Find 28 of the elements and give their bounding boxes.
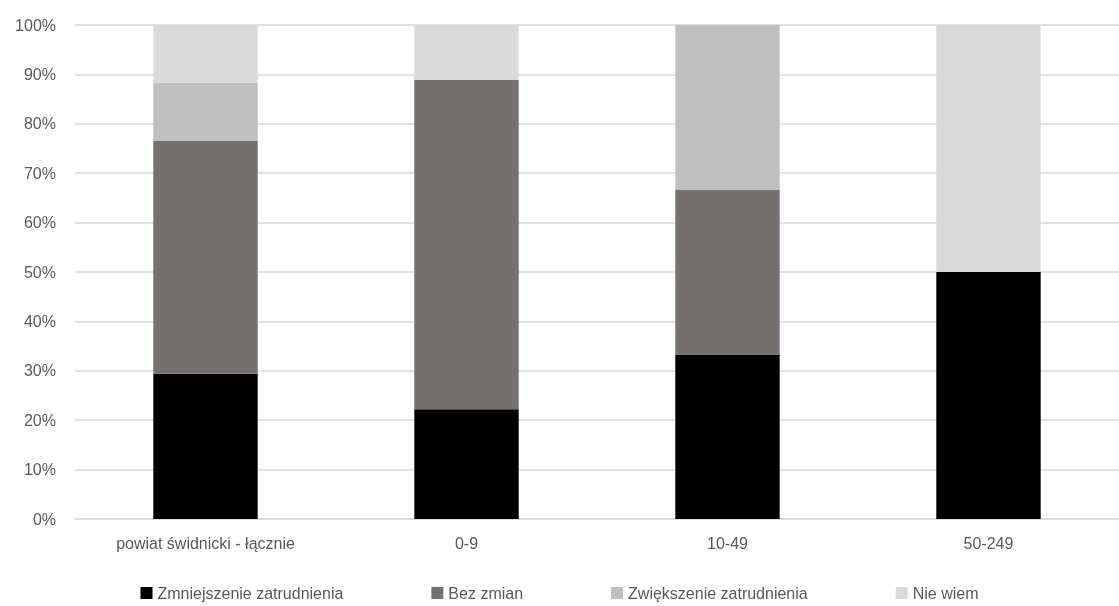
- x-tick-label: powiat świdnicki - łącznie: [116, 534, 295, 552]
- y-tick-label: 50%: [23, 263, 56, 281]
- y-tick-label: 40%: [23, 312, 56, 330]
- x-tick-label: 0-9: [454, 534, 479, 552]
- bar: [153, 141, 258, 374]
- bar: [675, 354, 780, 519]
- legend-label: Bez zmian: [448, 584, 524, 602]
- y-tick-label: 80%: [23, 115, 56, 133]
- y-tick-label: 20%: [23, 411, 56, 429]
- x-tick-label: 50-249: [963, 534, 1014, 552]
- y-tick-label: 60%: [23, 214, 56, 232]
- bar: [936, 272, 1041, 519]
- bar: [675, 25, 780, 190]
- y-tick-label: 70%: [23, 164, 56, 182]
- bar: [414, 409, 519, 519]
- legend-label: Zmniejszenie zatrudnienia: [157, 584, 344, 602]
- legend-label: Nie wiem: [912, 584, 979, 602]
- bar: [153, 82, 258, 142]
- y-tick-label: 30%: [23, 362, 56, 380]
- bar: [414, 79, 519, 410]
- y-tick-label: 100%: [15, 16, 56, 34]
- y-tick-label: 10%: [23, 461, 56, 479]
- legend-label: Zwiększenie zatrudnienia: [628, 584, 808, 602]
- bar: [153, 373, 258, 519]
- x-tick-label: 10-49: [707, 534, 749, 552]
- bar: [675, 190, 780, 355]
- y-tick-label: 90%: [23, 65, 56, 83]
- y-tick-label: 0%: [32, 510, 56, 528]
